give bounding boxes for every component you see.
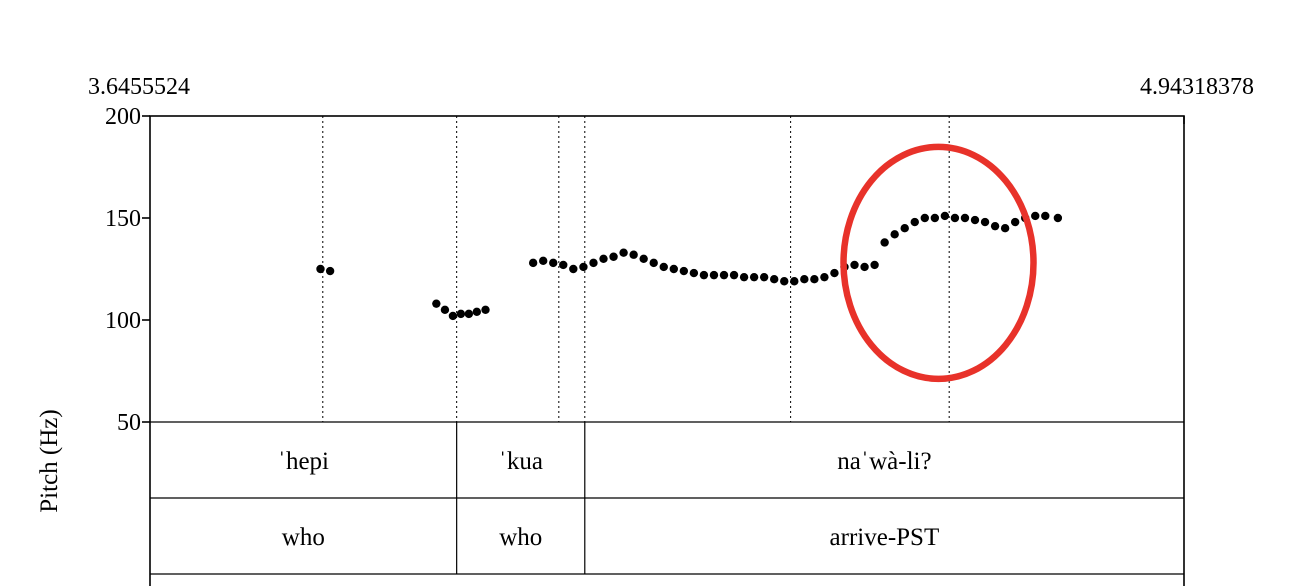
pitch-point [448,311,458,321]
pitch-point [1053,213,1063,223]
pitch-point [910,217,919,227]
pitch-point [990,221,1000,231]
pitch-point [609,252,618,261]
pitch-point [920,213,930,223]
pitch-point [739,272,749,282]
pitch-point [325,266,335,276]
pitch-point [649,258,658,268]
pitch-point [749,272,759,282]
highlight-ellipse [840,143,1037,383]
pitch-point [900,224,909,233]
pitch-point [830,268,839,278]
pitch-point [850,260,859,270]
pitch-point [481,305,490,314]
time-start-label: 3.6455524 [88,74,190,100]
pitch-point [790,277,799,286]
pitch-point [538,256,548,266]
pitch-point [669,264,678,274]
pitch-point [960,213,970,223]
pitch-point [870,260,879,270]
pitch-point [456,309,466,319]
pitch-point [950,213,960,223]
pitch-point [549,258,558,268]
y-axis-label: Pitch (Hz) [36,409,63,512]
pitch-point [316,264,325,274]
pitch-point [699,270,709,280]
pitch-point [800,275,809,284]
pitch-point [589,258,598,268]
tier-gloss-label: arrive-PST [830,524,940,551]
pitch-point [432,299,441,308]
pitch-point [629,250,638,259]
y-tick-label: 150 [105,206,141,232]
pitch-point [810,275,819,284]
pitch-point [880,238,889,247]
time-end-label: 4.94318378 [1140,74,1254,100]
pitch-point [930,213,940,223]
pitch-point [1010,217,1020,227]
pitch-point [719,270,729,280]
pitch-point [472,307,482,317]
tier-words-label: naˈwà-li? [837,448,931,475]
tier-gloss-label: who [499,524,542,551]
y-tick-label: 200 [105,104,141,130]
pitch-point [528,258,538,268]
pitch-point [820,272,829,282]
pitch-point [579,262,588,272]
pitch-point [1000,224,1010,233]
plot-frame [149,115,1185,586]
pitch-point [1041,211,1050,221]
pitch-point [659,262,668,272]
pitch-point [769,275,779,284]
pitch-point [639,254,648,263]
tier-gloss-label: who [282,524,325,551]
pitch-point [559,260,568,270]
pitch-point [1031,211,1040,221]
tier-words-label: ˈkua [499,448,543,475]
pitch-point [679,266,689,276]
pitch-point [619,248,628,257]
pitch-point [689,268,699,278]
pitch-point [890,230,899,239]
pitch-point [569,264,578,274]
pitch-point [464,309,474,319]
y-tick-label: 100 [105,308,141,334]
pitch-point [970,215,980,225]
pitch-point [759,272,769,282]
pitch-point [709,270,719,280]
pitch-point [440,305,450,314]
y-tick-label: 50 [117,410,141,436]
pitch-point [940,211,950,221]
pitch-point [729,270,739,280]
pitch-point [980,217,990,227]
tier-words-label: ˈhepi [278,448,329,475]
pitch-point [780,277,789,286]
pitch-point [860,262,869,272]
pitch-point [599,254,608,263]
